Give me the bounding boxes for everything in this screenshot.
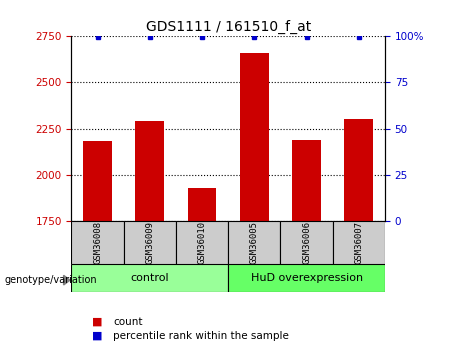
Text: ■: ■: [92, 331, 103, 341]
Bar: [136, 121, 164, 221]
Text: GSM36010: GSM36010: [198, 221, 207, 264]
Bar: [228, 221, 280, 264]
Bar: [240, 53, 269, 221]
Bar: [188, 188, 217, 221]
Text: ■: ■: [92, 317, 103, 327]
Text: HuD overexpression: HuD overexpression: [250, 273, 363, 283]
Text: GSM36005: GSM36005: [250, 221, 259, 264]
Bar: [71, 221, 124, 264]
Text: GSM36009: GSM36009: [145, 221, 154, 264]
Bar: [292, 140, 321, 221]
Polygon shape: [64, 275, 70, 285]
Bar: [176, 221, 228, 264]
Text: genotype/variation: genotype/variation: [5, 275, 97, 285]
Text: control: control: [130, 273, 169, 283]
Text: percentile rank within the sample: percentile rank within the sample: [113, 331, 289, 341]
Bar: [124, 221, 176, 264]
Bar: [83, 140, 112, 221]
Text: GSM36007: GSM36007: [355, 221, 363, 264]
Bar: [71, 264, 228, 292]
Text: GSM36008: GSM36008: [93, 221, 102, 264]
Bar: [333, 221, 385, 264]
Bar: [344, 119, 373, 221]
Text: GSM36006: GSM36006: [302, 221, 311, 264]
Bar: [228, 264, 385, 292]
Bar: [280, 221, 333, 264]
Title: GDS1111 / 161510_f_at: GDS1111 / 161510_f_at: [146, 20, 311, 34]
Text: count: count: [113, 317, 142, 327]
